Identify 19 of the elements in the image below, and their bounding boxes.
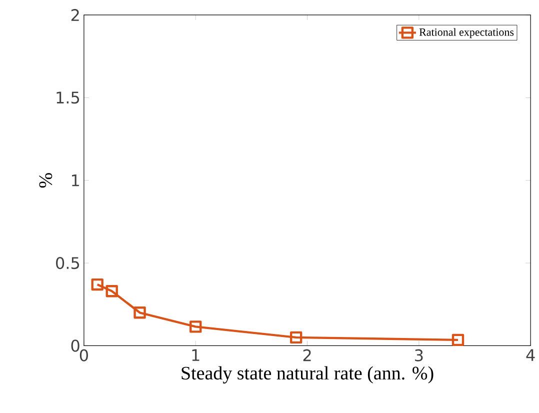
y-tick-label: 0.5 (56, 257, 80, 270)
x-tick-label: 0 (80, 349, 88, 362)
point (91, 278, 104, 291)
y-tick-label: 1 (72, 174, 79, 186)
x-tick-label: 1 (192, 349, 200, 362)
x-tick-label: 2 (303, 349, 311, 362)
x-tick-label: 3 (415, 349, 423, 362)
x-tick-label: 4 (526, 349, 535, 362)
y-tick-label: 0 (71, 340, 80, 352)
point (106, 285, 118, 298)
x-axis-title: Steady state natural rate (ann. %) (182, 366, 434, 384)
y-axis-title: % (39, 173, 52, 188)
y-tick-label: 2 (71, 9, 79, 22)
y-tick-label: 1.5 (56, 92, 80, 104)
point (290, 332, 302, 344)
point (190, 320, 202, 333)
point (452, 334, 464, 346)
point (134, 306, 146, 319)
legend-label: Rational expectations (419, 28, 514, 38)
